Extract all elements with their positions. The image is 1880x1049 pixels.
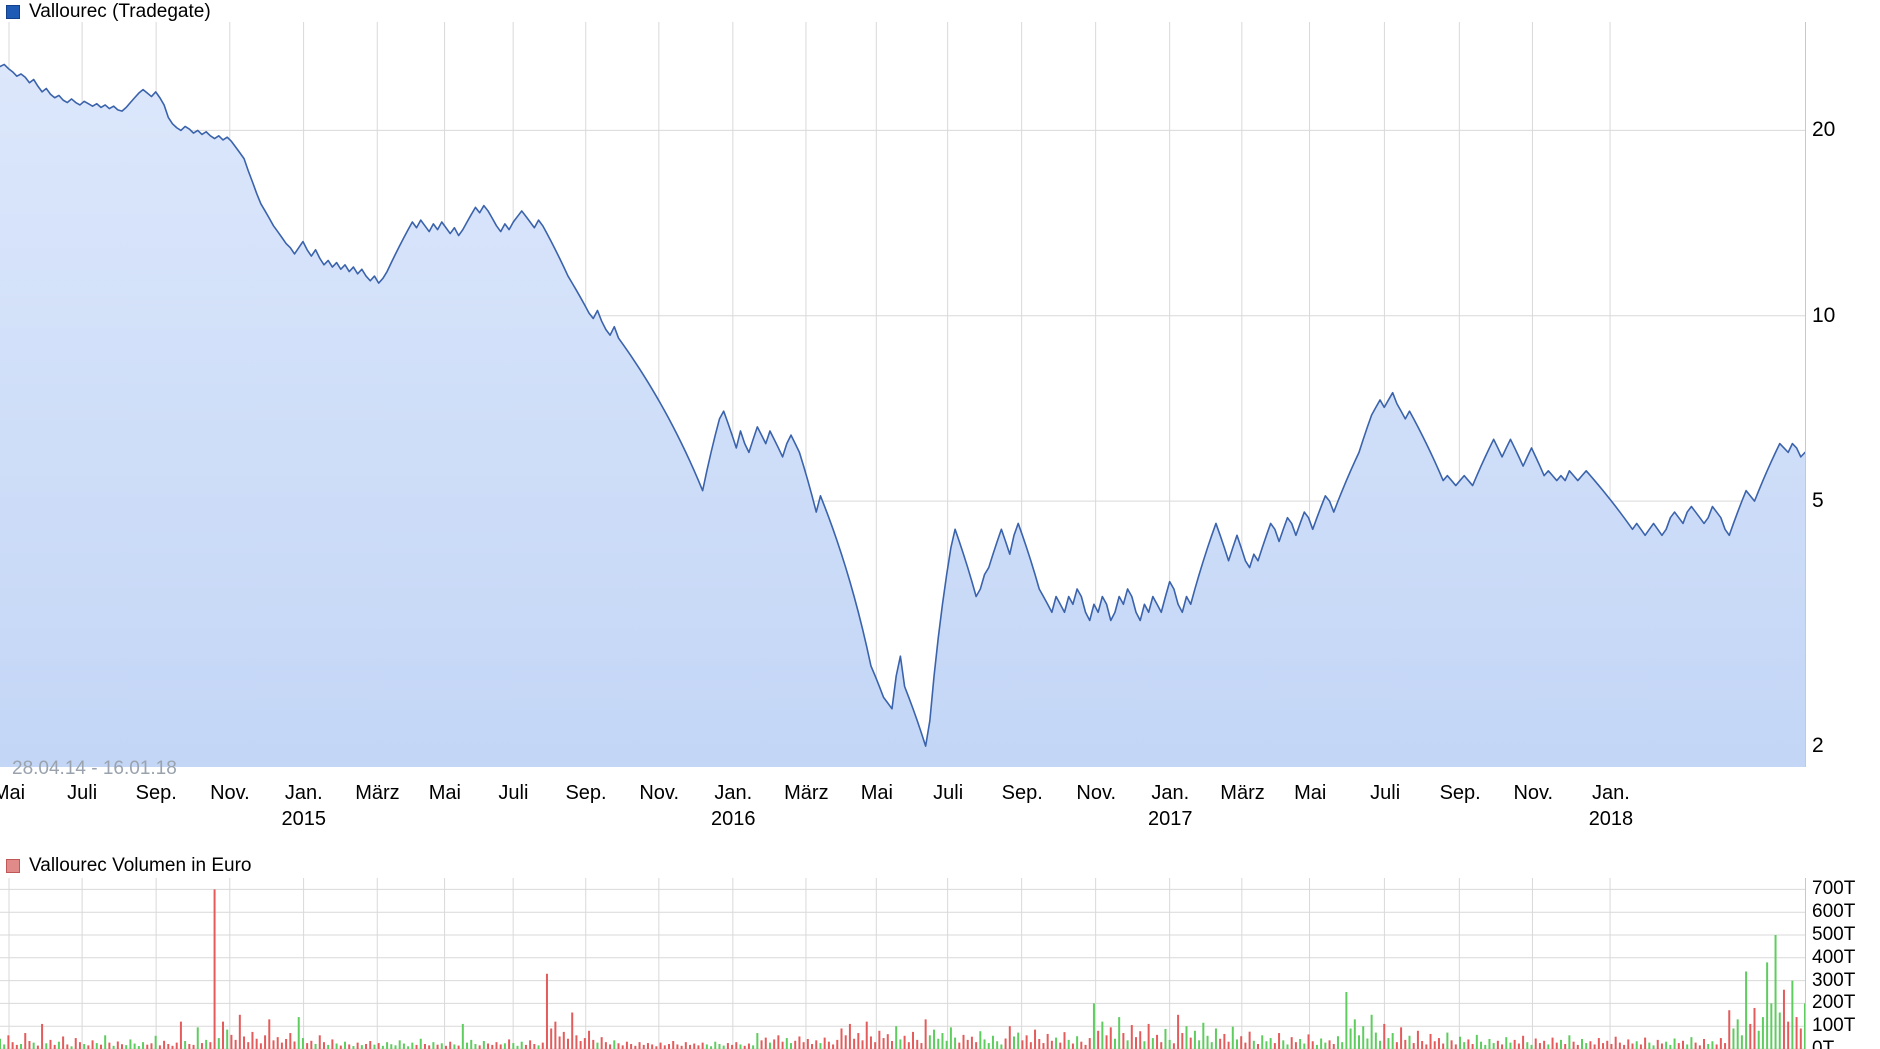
- volume-y-tick-label: 700T: [1812, 878, 1856, 900]
- price-legend-label: Vallourec (Tradegate): [29, 1, 211, 22]
- volume-y-tick-label: 0T: [1812, 1038, 1835, 1049]
- x-axis-tick-label: Sep.: [1001, 782, 1043, 804]
- volume-gridlines: [0, 878, 1805, 1049]
- x-axis-tick-label: Jan. 2017: [1148, 782, 1193, 830]
- price-chart-svg: [0, 22, 1805, 767]
- volume-y-tick-label: 100T: [1812, 1015, 1856, 1037]
- volume-y-tick-label: 500T: [1812, 924, 1856, 945]
- x-axis-tick-label: Juli: [1370, 782, 1401, 804]
- volume-plot-area[interactable]: [0, 878, 1806, 1049]
- price-y-tick-label: 2: [1812, 734, 1824, 758]
- price-area-fill: [0, 64, 1805, 767]
- square-marker-icon: [6, 858, 20, 873]
- x-axis-tick-label: März: [784, 782, 829, 804]
- x-axis-tick-label: Jan. 2016: [710, 782, 756, 830]
- x-axis-tick-label: Jan. 2018: [1588, 782, 1634, 830]
- x-axis-tick-label: März: [1220, 782, 1265, 804]
- x-axis-tick-label: Nov.: [639, 782, 680, 804]
- price-plot-area[interactable]: [0, 22, 1806, 767]
- volume-y-tick-label: 400T: [1812, 946, 1856, 968]
- price-line: [0, 63, 1805, 747]
- price-series-legend[interactable]: Vallourec (Tradegate): [6, 2, 211, 21]
- x-axis-tick-label: Mai: [1294, 782, 1327, 804]
- volume-legend-label: Vallourec Volumen in Euro: [29, 855, 252, 876]
- x-axis-year-label: 2017: [1148, 808, 1193, 830]
- volume-y-tick-label: 300T: [1812, 969, 1856, 991]
- x-axis-year-label: 2015: [281, 808, 327, 830]
- x-axis-tick-label: Nov.: [210, 782, 250, 804]
- x-axis-tick-label: Juli: [67, 782, 98, 804]
- price-chart-panel[interactable]: 20 10 5 2: [0, 22, 1835, 767]
- volume-series-legend[interactable]: Vallourec Volumen in Euro: [6, 856, 252, 875]
- square-marker-icon: [6, 4, 20, 19]
- volume-y-tick-label: 600T: [1812, 901, 1856, 923]
- x-axis-tick-label: Juli: [933, 782, 964, 804]
- x-axis-tick-label: März: [355, 782, 400, 804]
- x-axis-tick-label: Nov.: [1513, 782, 1554, 804]
- x-axis-year-label: 2018: [1588, 808, 1634, 830]
- price-y-tick-label: 20: [1812, 118, 1836, 142]
- x-axis-tick-label: Mai: [0, 782, 26, 804]
- volume-bars: [0, 889, 1805, 1049]
- x-axis: Mai Juli Sep. Nov. Jan. 2015 März Mai Juli Sep. No…: [0, 780, 1806, 842]
- x-axis-tick-label: Sep.: [565, 782, 607, 804]
- price-y-tick-label: 10: [1812, 303, 1836, 327]
- x-axis-tick-label: Sep.: [135, 782, 177, 804]
- volume-y-tick-label: 200T: [1812, 992, 1856, 1014]
- x-axis-tick-label: Mai: [428, 782, 461, 804]
- x-axis-tick-label: Sep.: [1439, 782, 1481, 804]
- x-axis-tick-label: Jan. 2015: [281, 782, 327, 830]
- price-y-tick-label: 5: [1812, 489, 1824, 513]
- date-range-label: 28.04.14 - 16.01.18: [12, 758, 177, 779]
- x-axis-tick-label: Nov.: [1076, 782, 1117, 804]
- volume-chart-svg: [0, 878, 1805, 1049]
- x-axis-tick-label: Juli: [498, 782, 529, 804]
- volume-chart-panel[interactable]: 700T 600T 500T 400T 300T 200T 100T 0T: [0, 878, 1855, 1049]
- x-axis-tick-label: Mai: [860, 782, 893, 804]
- x-axis-year-label: 2016: [710, 808, 756, 830]
